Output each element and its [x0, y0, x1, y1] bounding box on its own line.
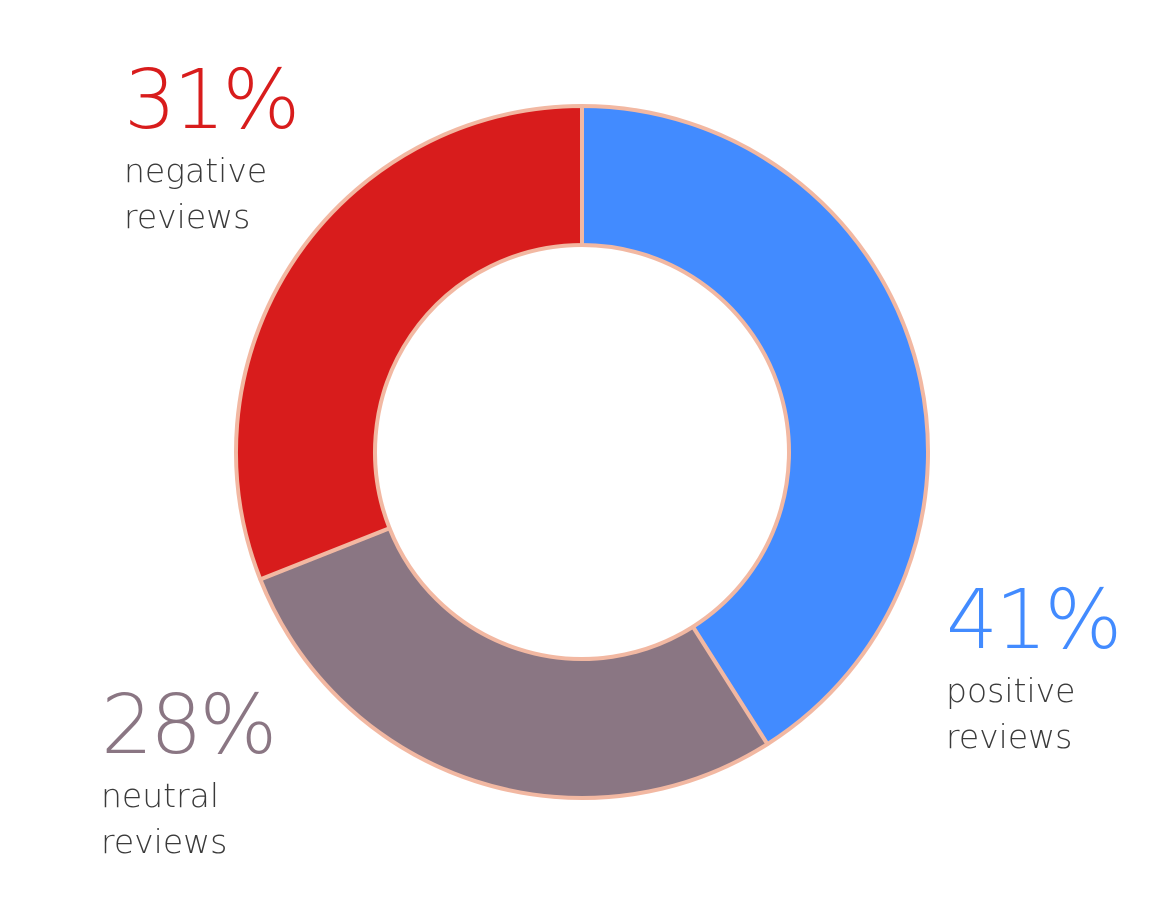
donut-slice-neutral-reviews [258, 526, 770, 800]
neutral-reviews-line1: neutral [101, 776, 220, 815]
donut-slice-negative-reviews [234, 104, 584, 582]
donut-slice-positive-reviews [580, 104, 930, 747]
donut-slices [234, 104, 930, 800]
positive-reviews-label: 41% positive reviews [946, 573, 1122, 760]
neutral-reviews-label: 28% neutral reviews [101, 678, 277, 865]
neutral-reviews-line2: reviews [101, 822, 228, 861]
negative-reviews-label: 31% negative reviews [124, 53, 300, 240]
negative-reviews-line2: reviews [124, 197, 251, 236]
positive-reviews-percent: 41% [946, 573, 1122, 668]
positive-reviews-line2: reviews [946, 717, 1073, 756]
neutral-reviews-percent: 28% [101, 678, 277, 773]
negative-reviews-percent: 31% [124, 53, 300, 148]
negative-reviews-line1: negative [124, 151, 268, 190]
positive-reviews-line1: positive [946, 671, 1076, 710]
